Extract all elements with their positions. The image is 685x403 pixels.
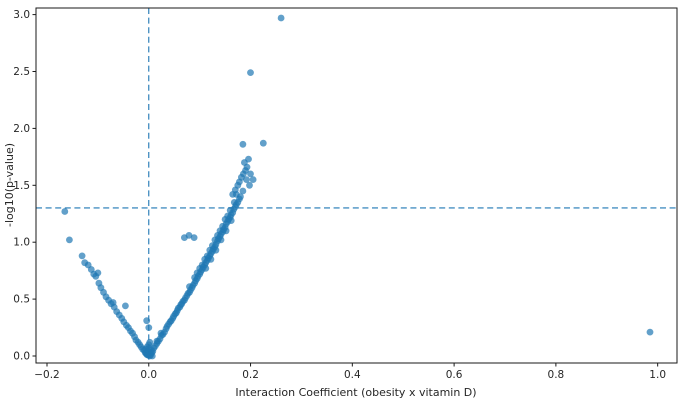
data-point: [207, 255, 215, 263]
data-point: [66, 236, 73, 244]
data-point: [239, 187, 247, 195]
data-point: [122, 302, 129, 310]
x-axis-ticks: −0.2 0.0 0.2 0.4 0.6 0.8 1.0: [34, 363, 666, 381]
data-point: [245, 155, 252, 163]
data-point: [145, 324, 153, 331]
y-tick-label: 0.0: [13, 351, 30, 363]
data-point: [190, 234, 198, 242]
y-tick-label: 1.5: [13, 180, 30, 192]
data-point: [94, 269, 102, 277]
data-point: [239, 140, 247, 148]
data-point: [61, 208, 69, 215]
data-point: [143, 317, 151, 325]
data-point: [243, 176, 250, 184]
data-point: [209, 242, 216, 250]
x-axis-label: Interaction Coefficient (obesity x vitam…: [235, 386, 476, 399]
x-tick-label: 0.2: [242, 369, 259, 381]
x-tick-label: −0.2: [34, 369, 60, 381]
data-point: [226, 206, 234, 214]
data-point: [247, 170, 254, 178]
data-point: [202, 265, 210, 272]
y-axis-label: -log10(p-value): [3, 143, 16, 227]
plot-area: [36, 8, 677, 363]
data-point: [224, 212, 232, 220]
data-point: [212, 246, 220, 254]
y-tick-label: 2.0: [13, 123, 30, 135]
data-point: [78, 252, 86, 260]
data-point: [146, 338, 154, 346]
data-point: [186, 283, 193, 290]
x-tick-label: 0.4: [344, 369, 361, 381]
data-point: [227, 217, 235, 225]
x-tick-label: 0.0: [140, 369, 157, 381]
x-tick-label: 1.0: [649, 369, 666, 381]
data-point: [222, 227, 230, 235]
reference-lines: [36, 8, 677, 363]
y-tick-label: 2.5: [13, 66, 30, 78]
scatter-points: [61, 14, 654, 360]
data-point: [249, 176, 257, 184]
data-point: [247, 69, 254, 76]
x-tick-label: 0.6: [446, 369, 463, 381]
data-point: [246, 181, 253, 189]
data-point: [646, 328, 654, 336]
x-tick-label: 0.8: [548, 369, 565, 381]
y-tick-label: 3.0: [13, 9, 30, 21]
data-point: [277, 14, 285, 22]
data-point: [259, 139, 267, 147]
data-point: [185, 232, 193, 239]
y-tick-label: 0.5: [13, 294, 30, 306]
data-point: [217, 236, 225, 244]
data-point: [230, 199, 238, 206]
y-tick-label: 1.0: [13, 237, 30, 249]
y-axis-ticks: 0.0 0.5 1.0 1.5 2.0 2.5 3.0: [13, 9, 36, 363]
